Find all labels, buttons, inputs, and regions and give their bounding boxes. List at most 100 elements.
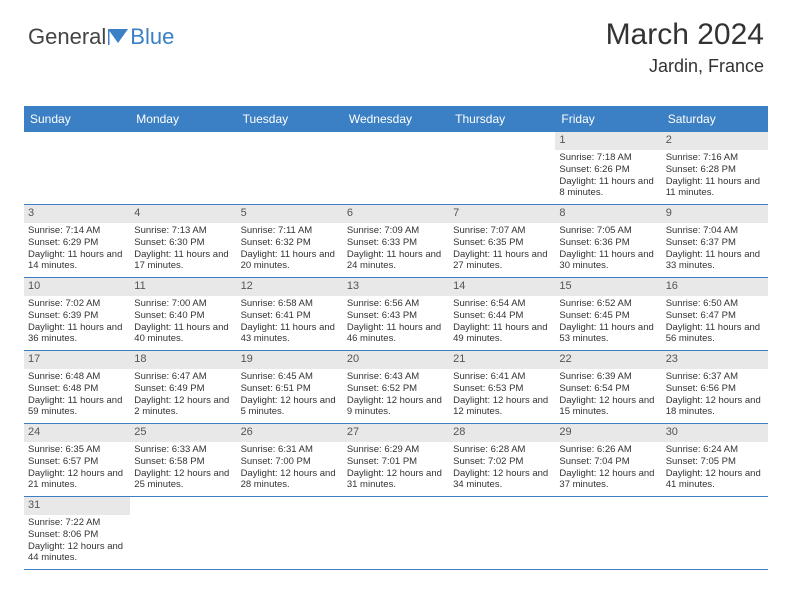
calendar-day-cell — [24, 132, 130, 204]
daylight-text: Daylight: 12 hours and 31 minutes. — [347, 468, 445, 492]
calendar-day-cell: 3Sunrise: 7:14 AMSunset: 6:29 PMDaylight… — [24, 205, 130, 277]
calendar-day-cell: 16Sunrise: 6:50 AMSunset: 6:47 PMDayligh… — [662, 278, 768, 350]
daylight-text: Daylight: 12 hours and 44 minutes. — [28, 541, 126, 565]
calendar-day-cell — [343, 497, 449, 569]
day-number: 4 — [130, 205, 236, 223]
day-number: 19 — [237, 351, 343, 369]
calendar-week-row: 31Sunrise: 7:22 AMSunset: 8:06 PMDayligh… — [24, 497, 768, 570]
sunrise-text: Sunrise: 7:09 AM — [347, 225, 445, 237]
daylight-text: Daylight: 11 hours and 11 minutes. — [666, 176, 764, 200]
calendar-day-cell: 30Sunrise: 6:24 AMSunset: 7:05 PMDayligh… — [662, 424, 768, 496]
sunrise-text: Sunrise: 7:18 AM — [559, 152, 657, 164]
sunrise-text: Sunrise: 6:41 AM — [453, 371, 551, 383]
calendar-day-cell: 27Sunrise: 6:29 AMSunset: 7:01 PMDayligh… — [343, 424, 449, 496]
calendar-day-cell: 29Sunrise: 6:26 AMSunset: 7:04 PMDayligh… — [555, 424, 661, 496]
day-number: 13 — [343, 278, 449, 296]
sunrise-text: Sunrise: 6:37 AM — [666, 371, 764, 383]
sunset-text: Sunset: 6:37 PM — [666, 237, 764, 249]
sunrise-text: Sunrise: 7:05 AM — [559, 225, 657, 237]
day-number: 29 — [555, 424, 661, 442]
sunrise-text: Sunrise: 6:31 AM — [241, 444, 339, 456]
flag-icon — [108, 29, 128, 45]
calendar-grid: Sunday Monday Tuesday Wednesday Thursday… — [24, 106, 768, 570]
sunset-text: Sunset: 6:43 PM — [347, 310, 445, 322]
daylight-text: Daylight: 12 hours and 5 minutes. — [241, 395, 339, 419]
day-number: 9 — [662, 205, 768, 223]
day-number: 12 — [237, 278, 343, 296]
daylight-text: Daylight: 12 hours and 18 minutes. — [666, 395, 764, 419]
calendar-day-cell: 18Sunrise: 6:47 AMSunset: 6:49 PMDayligh… — [130, 351, 236, 423]
calendar-day-cell: 23Sunrise: 6:37 AMSunset: 6:56 PMDayligh… — [662, 351, 768, 423]
month-title: March 2024 — [606, 18, 764, 52]
calendar-day-cell: 6Sunrise: 7:09 AMSunset: 6:33 PMDaylight… — [343, 205, 449, 277]
sunset-text: Sunset: 6:44 PM — [453, 310, 551, 322]
sunrise-text: Sunrise: 7:02 AM — [28, 298, 126, 310]
sunset-text: Sunset: 7:04 PM — [559, 456, 657, 468]
daylight-text: Daylight: 12 hours and 37 minutes. — [559, 468, 657, 492]
sunset-text: Sunset: 6:30 PM — [134, 237, 232, 249]
calendar-day-cell: 24Sunrise: 6:35 AMSunset: 6:57 PMDayligh… — [24, 424, 130, 496]
daylight-text: Daylight: 11 hours and 56 minutes. — [666, 322, 764, 346]
sunset-text: Sunset: 6:39 PM — [28, 310, 126, 322]
title-block: March 2024 Jardin, France — [606, 18, 764, 77]
daylight-text: Daylight: 11 hours and 40 minutes. — [134, 322, 232, 346]
day-number: 28 — [449, 424, 555, 442]
day-number: 25 — [130, 424, 236, 442]
calendar-day-cell: 11Sunrise: 7:00 AMSunset: 6:40 PMDayligh… — [130, 278, 236, 350]
day-number: 22 — [555, 351, 661, 369]
sunrise-text: Sunrise: 6:39 AM — [559, 371, 657, 383]
sunset-text: Sunset: 7:02 PM — [453, 456, 551, 468]
logo: General Blue — [28, 24, 174, 50]
sunrise-text: Sunrise: 7:04 AM — [666, 225, 764, 237]
daylight-text: Daylight: 12 hours and 34 minutes. — [453, 468, 551, 492]
calendar-day-cell — [449, 497, 555, 569]
calendar-day-cell: 20Sunrise: 6:43 AMSunset: 6:52 PMDayligh… — [343, 351, 449, 423]
daylight-text: Daylight: 11 hours and 8 minutes. — [559, 176, 657, 200]
daylight-text: Daylight: 11 hours and 27 minutes. — [453, 249, 551, 273]
sunrise-text: Sunrise: 6:43 AM — [347, 371, 445, 383]
daylight-text: Daylight: 11 hours and 14 minutes. — [28, 249, 126, 273]
calendar-day-cell — [130, 497, 236, 569]
sunset-text: Sunset: 6:33 PM — [347, 237, 445, 249]
daylight-text: Daylight: 11 hours and 43 minutes. — [241, 322, 339, 346]
sunset-text: Sunset: 6:26 PM — [559, 164, 657, 176]
sunrise-text: Sunrise: 6:50 AM — [666, 298, 764, 310]
dow-header: Monday — [130, 106, 236, 132]
sunrise-text: Sunrise: 6:35 AM — [28, 444, 126, 456]
calendar-day-cell — [449, 132, 555, 204]
day-number: 30 — [662, 424, 768, 442]
sunrise-text: Sunrise: 7:07 AM — [453, 225, 551, 237]
daylight-text: Daylight: 11 hours and 33 minutes. — [666, 249, 764, 273]
sunset-text: Sunset: 6:35 PM — [453, 237, 551, 249]
day-number: 8 — [555, 205, 661, 223]
daylight-text: Daylight: 11 hours and 17 minutes. — [134, 249, 232, 273]
daylight-text: Daylight: 12 hours and 15 minutes. — [559, 395, 657, 419]
sunset-text: Sunset: 6:58 PM — [134, 456, 232, 468]
calendar-day-cell: 14Sunrise: 6:54 AMSunset: 6:44 PMDayligh… — [449, 278, 555, 350]
calendar-day-cell: 8Sunrise: 7:05 AMSunset: 6:36 PMDaylight… — [555, 205, 661, 277]
calendar-week-row: 17Sunrise: 6:48 AMSunset: 6:48 PMDayligh… — [24, 351, 768, 424]
daylight-text: Daylight: 11 hours and 46 minutes. — [347, 322, 445, 346]
sunset-text: Sunset: 6:57 PM — [28, 456, 126, 468]
calendar-day-cell: 28Sunrise: 6:28 AMSunset: 7:02 PMDayligh… — [449, 424, 555, 496]
sunrise-text: Sunrise: 6:48 AM — [28, 371, 126, 383]
daylight-text: Daylight: 12 hours and 41 minutes. — [666, 468, 764, 492]
calendar-day-cell: 21Sunrise: 6:41 AMSunset: 6:53 PMDayligh… — [449, 351, 555, 423]
day-number: 6 — [343, 205, 449, 223]
daylight-text: Daylight: 12 hours and 28 minutes. — [241, 468, 339, 492]
daylight-text: Daylight: 12 hours and 21 minutes. — [28, 468, 126, 492]
logo-text-general: General — [28, 24, 106, 50]
day-number: 10 — [24, 278, 130, 296]
daylight-text: Daylight: 12 hours and 2 minutes. — [134, 395, 232, 419]
sunset-text: Sunset: 6:32 PM — [241, 237, 339, 249]
sunrise-text: Sunrise: 6:58 AM — [241, 298, 339, 310]
sunset-text: Sunset: 6:53 PM — [453, 383, 551, 395]
sunset-text: Sunset: 6:28 PM — [666, 164, 764, 176]
calendar-day-cell — [237, 132, 343, 204]
daylight-text: Daylight: 12 hours and 25 minutes. — [134, 468, 232, 492]
sunrise-text: Sunrise: 7:13 AM — [134, 225, 232, 237]
daylight-text: Daylight: 11 hours and 36 minutes. — [28, 322, 126, 346]
sunrise-text: Sunrise: 7:00 AM — [134, 298, 232, 310]
calendar-week-row: 10Sunrise: 7:02 AMSunset: 6:39 PMDayligh… — [24, 278, 768, 351]
calendar-day-cell: 13Sunrise: 6:56 AMSunset: 6:43 PMDayligh… — [343, 278, 449, 350]
